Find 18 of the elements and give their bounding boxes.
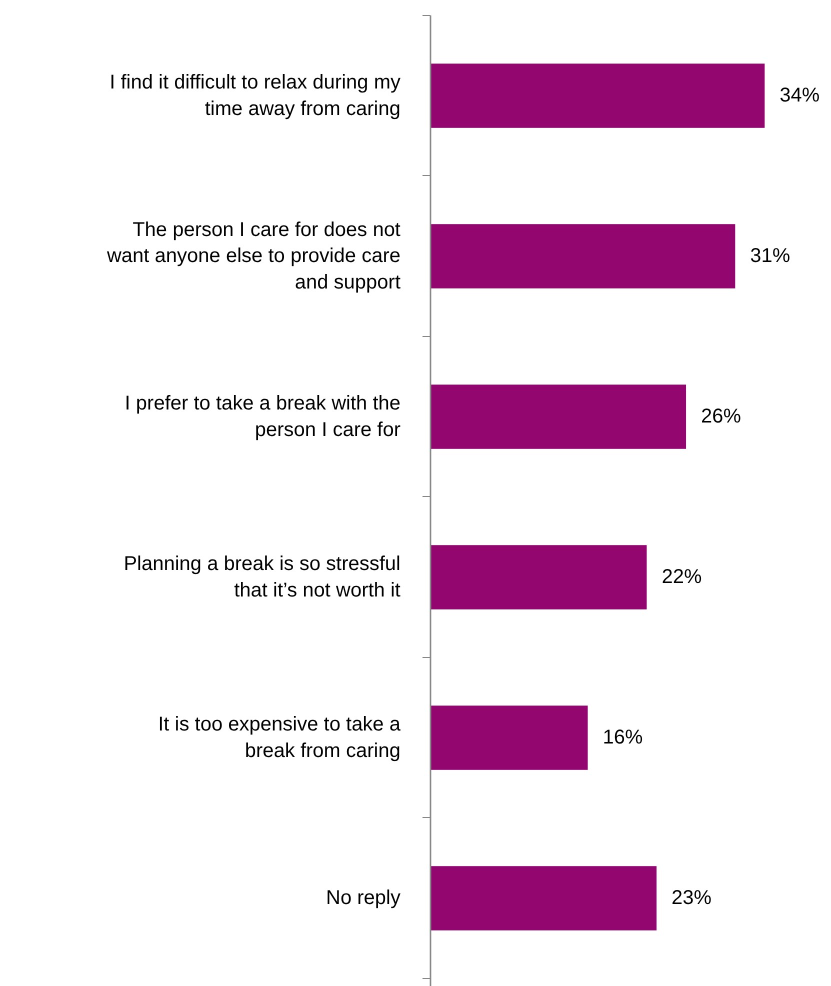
bar xyxy=(430,224,736,288)
bar xyxy=(430,545,647,610)
data-label: 34% xyxy=(780,84,820,107)
y-tick-label: The person I care for does not want anyone else to provide care and support xyxy=(106,218,401,294)
y-tick-label: No reply xyxy=(326,887,401,910)
y-tick-label: It is too expensive to take a break from caring xyxy=(158,714,402,762)
data-label: 16% xyxy=(602,726,643,749)
y-tick-label: I prefer to take a break with the person I care for xyxy=(124,392,401,441)
bar xyxy=(430,706,588,770)
data-label: 31% xyxy=(750,245,790,268)
bar xyxy=(430,64,765,128)
bar xyxy=(430,866,657,930)
y-tick-label: I find it difficult to relax during my time away from caring xyxy=(110,72,401,120)
data-label: 22% xyxy=(662,566,702,588)
data-label: 23% xyxy=(672,887,712,910)
data-label: 26% xyxy=(701,406,742,428)
bar xyxy=(430,384,686,449)
y-tick-label: Planning a break is so stressful that it’s not worth it xyxy=(124,553,401,602)
